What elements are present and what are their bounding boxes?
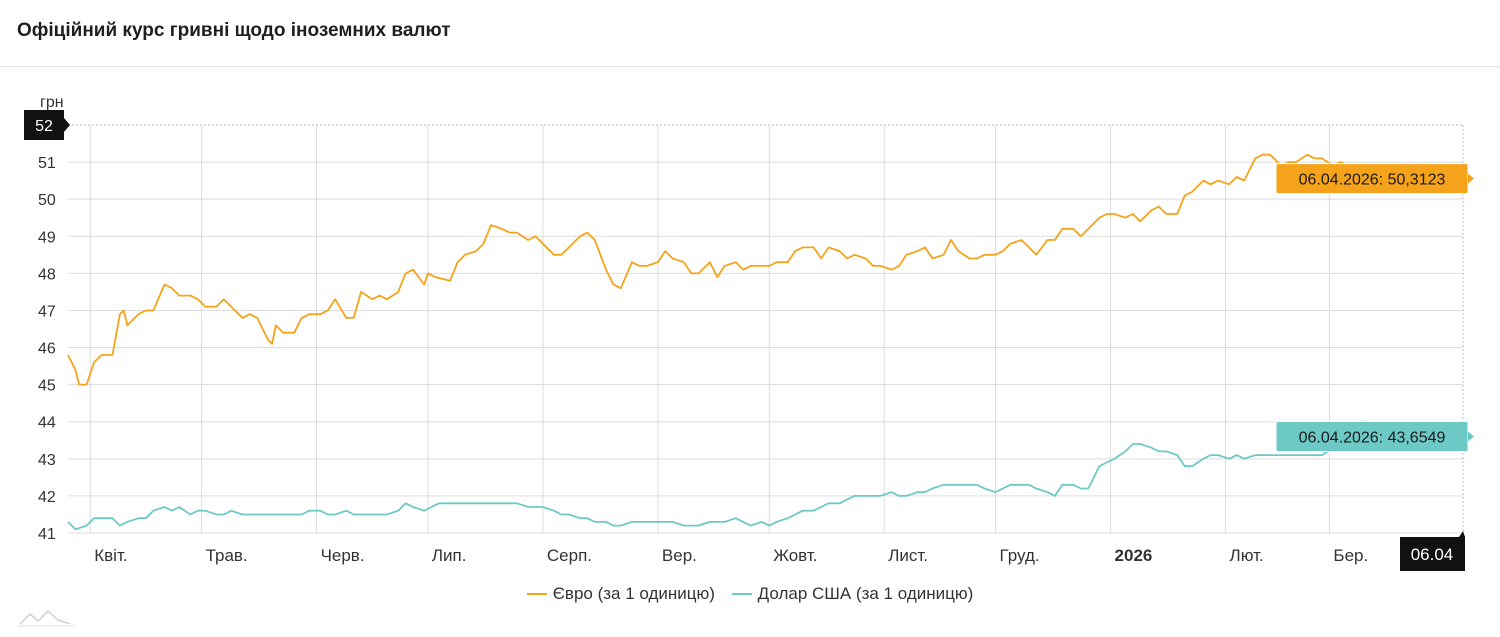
- y-tick-label: 41: [38, 526, 56, 543]
- legend-label-usd: Долар США (за 1 одиницю): [757, 584, 974, 603]
- y-tick-label: 43: [38, 452, 56, 469]
- y-tick-label: 48: [38, 266, 56, 283]
- crosshair-y-text: 52: [35, 118, 53, 135]
- crosshair-x-text: 06.04: [1411, 545, 1454, 564]
- x-tick-label: Квіт.: [94, 546, 127, 565]
- tooltip-text: 06.04.2026: 43,6549: [1299, 430, 1446, 447]
- legend-item-usd[interactable]: Долар США (за 1 одиницю): [731, 584, 974, 604]
- x-tick-label: Серп.: [547, 546, 592, 565]
- x-tick-label: Лист.: [888, 546, 928, 565]
- y-tick-label: 50: [38, 192, 56, 209]
- y-tick-label: 45: [38, 378, 56, 395]
- mountains-logo-icon: [18, 609, 74, 627]
- crosshair-y-pointer: [64, 118, 70, 132]
- x-tick-label: Трав.: [206, 546, 248, 565]
- y-tick-label: 51: [38, 155, 56, 172]
- page-title: Офіційний курс гривні щодо іноземних вал…: [17, 20, 451, 41]
- x-tick-label: Бер.: [1333, 546, 1368, 565]
- exchange-rate-chart[interactable]: грн 41 42 43 44 45 46 47 48 49 50 51 52 Квіт. Трав. Ч…: [0, 67, 1500, 577]
- tooltip-pointer: [1468, 173, 1474, 184]
- crosshair-x-box: [1400, 537, 1465, 571]
- tooltip-text: 06.04.2026: 50,3123: [1299, 172, 1446, 189]
- legend-swatch-usd: [731, 592, 752, 595]
- x-tick-label: 2026: [1115, 546, 1153, 565]
- x-tick-label: Вер.: [662, 546, 697, 565]
- tooltip-pointer: [1468, 431, 1474, 442]
- crosshair-x-label: 06.04: [1400, 531, 1465, 571]
- usd-tooltip: 06.04.2026: 43,6549: [1275, 421, 1474, 453]
- crosshair-x-pointer: [1459, 531, 1465, 537]
- legend-item-euro[interactable]: Євро (за 1 одиницю): [526, 584, 715, 604]
- x-tick-label: Черв.: [321, 546, 365, 565]
- legend-swatch-euro: [526, 592, 547, 595]
- x-tick-label: Лют.: [1230, 546, 1264, 565]
- grid-lines: [68, 124, 1464, 534]
- y-axis-ticks: 41 42 43 44 45 46 47 48 49 50 51 52: [38, 118, 56, 543]
- euro-series-line[interactable]: [67, 153, 1464, 386]
- y-axis-unit: грн: [40, 94, 64, 111]
- x-tick-label: Лип.: [432, 546, 467, 565]
- crosshair-overlay: 06.04.2026: 50,3123 06.04.2026: 43,6549 52…: [24, 110, 1474, 571]
- series-lines: [67, 153, 1464, 531]
- chart-legend: Євро (за 1 одиницю) Долар США (за 1 один…: [0, 584, 1500, 604]
- legend-label-euro: Євро (за 1 одиницю): [552, 584, 715, 603]
- usd-series-line[interactable]: [67, 420, 1464, 531]
- y-tick-label: 42: [38, 489, 56, 506]
- y-tick-label: 46: [38, 341, 56, 358]
- x-axis-ticks: Квіт. Трав. Черв. Лип. Серп. Вер. Жовт. Лист. Гр…: [94, 546, 1368, 565]
- crosshair-y-label: 52: [24, 110, 70, 140]
- y-tick-label: 44: [38, 415, 56, 432]
- y-tick-label: 47: [38, 303, 56, 320]
- x-tick-label: Жовт.: [773, 546, 817, 565]
- euro-tooltip: 06.04.2026: 50,3123: [1275, 163, 1474, 195]
- x-tick-label: Груд.: [1000, 546, 1040, 565]
- page-header: Офіційний курс гривні щодо іноземних вал…: [0, 0, 1500, 67]
- y-tick-label: 49: [38, 229, 56, 246]
- crosshair-y-box: [24, 110, 64, 140]
